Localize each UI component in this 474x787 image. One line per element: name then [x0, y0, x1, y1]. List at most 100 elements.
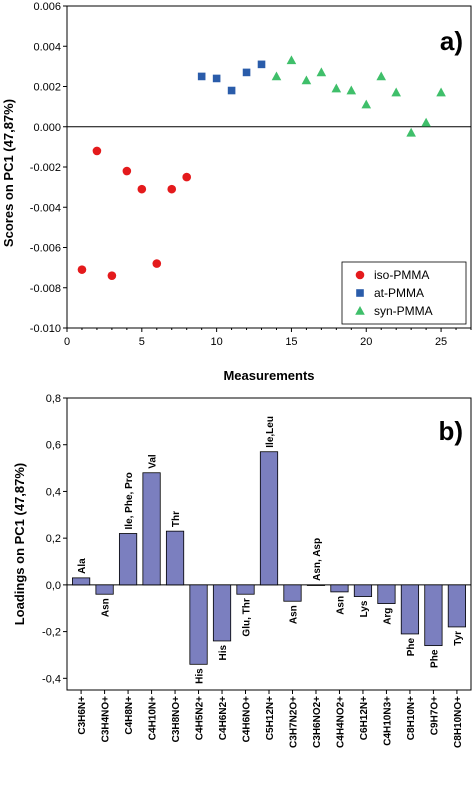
data-point	[197, 72, 206, 81]
legend-entry: iso-PMMA	[374, 268, 429, 282]
y-tick-label: 0.004	[33, 41, 61, 53]
bar-label: His	[218, 645, 229, 661]
x-tick-label: 5	[139, 336, 145, 348]
data-point	[242, 68, 251, 77]
bar-label: Glu, Thr	[242, 598, 253, 636]
bar-label: Lys	[359, 600, 370, 617]
data-point	[182, 172, 192, 182]
data-point	[77, 265, 87, 274]
data-point	[227, 86, 236, 95]
y-axis-title: Loadings on PC1 (47,87%)	[12, 463, 27, 626]
category-label: C4H10N3+	[382, 696, 393, 746]
y-tick-label: 0,2	[46, 533, 61, 545]
bar-label: Asn	[101, 598, 112, 617]
legend-entry: syn-PMMA	[374, 304, 433, 318]
bar	[142, 472, 161, 586]
y-axis-title: Scores on PC1 (47,87%)	[1, 99, 16, 247]
y-tick-label: -0.002	[30, 162, 61, 174]
category-label: C3H7N2O+	[288, 696, 299, 748]
data-point	[122, 166, 132, 176]
y-tick-label: 0,6	[46, 440, 61, 452]
bar	[259, 451, 279, 586]
data-point	[316, 67, 327, 77]
bar	[212, 584, 232, 642]
data-point	[152, 259, 162, 268]
data-point	[286, 55, 297, 65]
scatter-panel: 0.006 0.004 0.002 0.000 -0.002 -0.004 -0.006 -0…	[1, 1, 472, 383]
panel-label: a)	[440, 26, 463, 56]
data-point	[421, 117, 431, 127]
data-point	[257, 60, 266, 69]
data-point	[301, 75, 312, 85]
bar-label: Arg	[382, 608, 393, 625]
data-point	[346, 85, 357, 95]
x-tick-label: 20	[360, 336, 372, 348]
data-point	[92, 146, 102, 156]
category-label: C9H7O+	[429, 696, 440, 735]
y-tick-label: -0.004	[30, 202, 61, 214]
bar	[353, 584, 373, 597]
y-tick-label: 0,4	[46, 486, 61, 498]
y-tick-label: -0.010	[30, 323, 61, 335]
data-point	[331, 83, 342, 93]
bar-label: Asn, Asp	[312, 538, 323, 581]
legend-marker	[355, 270, 365, 280]
data-point	[212, 74, 221, 83]
y-tick-label: 0,8	[46, 393, 61, 405]
y-tick-label: 0.006	[33, 1, 61, 13]
bar	[377, 584, 396, 604]
category-label: C4H4NO2+	[335, 696, 346, 748]
legend-entry: at-PMMA	[374, 286, 424, 300]
bar	[165, 530, 185, 586]
bar	[189, 584, 208, 665]
x-tick-label: 0	[64, 336, 70, 348]
bar-label: Val	[148, 454, 159, 469]
bar-panel: 0,8 0,6 0,4 0,2 0,0 -0,2 -0,4 Ala C3H6N+ Asn C3H4N…	[12, 393, 472, 748]
legend-marker	[356, 289, 364, 297]
y-tick-label: 0,0	[46, 580, 61, 592]
bar	[283, 584, 302, 602]
bar-label: Asn	[335, 596, 346, 615]
category-label: C4H10N+	[148, 696, 159, 740]
category-label: C8H10NO+	[453, 696, 464, 748]
data-point	[436, 87, 446, 97]
bar-label: Asn	[288, 605, 299, 624]
category-label: C3H4NO+	[101, 696, 112, 743]
category-label: C8H10N+	[406, 696, 417, 740]
bar	[118, 533, 138, 586]
y-tick-label: -0,4	[42, 673, 61, 685]
data-point	[391, 87, 401, 97]
data-point	[271, 71, 282, 81]
bar	[72, 577, 91, 586]
y-tick-label: -0,2	[42, 627, 61, 639]
category-label: C4H6NO+	[242, 696, 253, 743]
bar-label: Thr	[171, 511, 182, 527]
x-tick-label: 25	[435, 336, 447, 348]
bar	[330, 584, 349, 593]
data-point	[137, 184, 147, 194]
panel-label: b)	[438, 416, 463, 446]
bar	[424, 584, 443, 647]
bar-label: His	[195, 668, 206, 684]
legend: iso-PMMA at-PMMA syn-PMMA	[341, 261, 467, 325]
category-label: C3H6NO2+	[312, 696, 323, 748]
data-point	[361, 99, 372, 109]
y-tick-label: 0.000	[33, 122, 61, 134]
data-point	[406, 127, 416, 137]
bar	[95, 584, 114, 595]
data-point	[376, 71, 387, 81]
data-point	[107, 271, 117, 280]
bar-label: Phe	[406, 638, 417, 657]
x-tick-label: 10	[211, 336, 223, 348]
legend-marker	[355, 306, 365, 315]
bar	[236, 584, 255, 595]
bar-label: Phe	[429, 649, 440, 668]
bar-label: Ile, Phe, Pro	[124, 472, 135, 529]
category-label: C5H12N+	[265, 696, 276, 740]
category-label: C6H12N+	[359, 696, 370, 740]
bar	[447, 584, 466, 628]
bar	[400, 584, 420, 635]
category-label: C4H6N2+	[218, 696, 229, 740]
category-label: C4H5N2+	[195, 696, 206, 740]
